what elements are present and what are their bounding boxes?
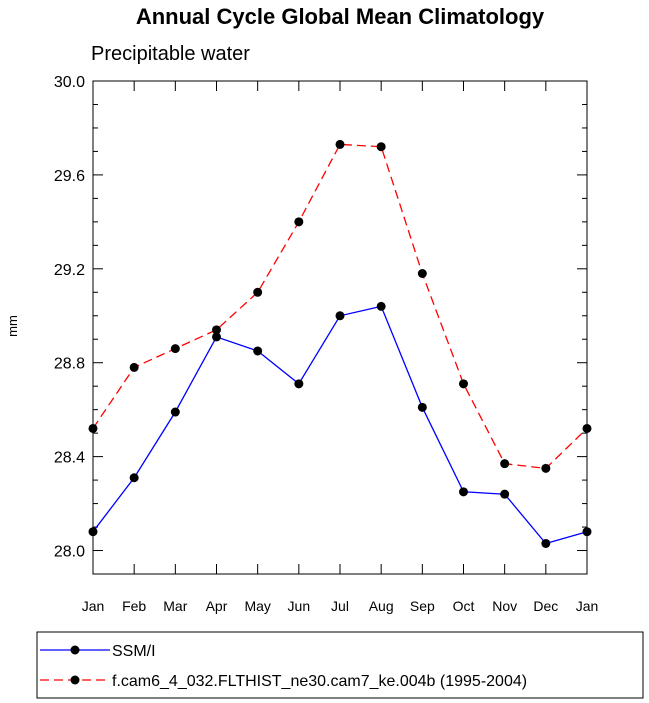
data-point-series-0 [253,346,263,356]
legend-marker-ssmi [70,645,80,655]
data-point-series-0 [541,538,551,548]
data-point-series-1 [170,344,180,354]
series-group [88,139,592,548]
legend-label-model: f.cam6_4_032.FLTHIST_ne30.cam7_ke.004b (… [112,673,527,690]
data-point-series-0 [335,311,345,321]
legend-box [36,631,644,699]
axis-ticks [92,80,588,574]
data-point-series-0 [500,489,510,499]
x-tick-label: Mar [163,598,187,614]
x-tick-label: Jun [288,598,311,614]
x-tick-label: Nov [492,598,517,614]
x-tick-labels: Jan Feb Mar Apr May Jun Jul Aug Sep Oct Nov Dec Jan [82,598,599,614]
y-tick-label: 29.2 [54,262,85,279]
x-tick-label: Apr [206,598,228,614]
legend-marker-model [70,675,80,685]
data-point-series-1 [212,325,221,335]
y-tick-label: 29.6 [54,168,85,185]
data-point-series-0 [582,527,592,537]
x-tick-label: May [244,598,270,614]
data-point-series-1 [129,362,139,372]
y-tick-label: 28.4 [54,450,85,467]
series-line-0 [92,305,588,545]
x-tick-label: Jul [331,598,349,614]
y-tick-label: 28.0 [54,544,85,561]
y-axis-label: mm [5,315,20,337]
data-point-series-0 [88,527,98,537]
chart-subtitle: Precipitable water [91,43,250,65]
data-point-series-1 [500,459,510,469]
data-point-series-1 [335,139,345,149]
data-point-series-0 [459,487,468,497]
data-point-series-0 [294,379,304,389]
y-tick-label: 30.0 [54,74,85,91]
data-point-series-1 [376,142,386,152]
data-point-series-0 [417,402,427,412]
data-point-series-0 [170,407,180,417]
x-tick-label: Oct [453,598,475,614]
data-point-series-1 [417,269,427,279]
x-tick-label: Dec [533,598,558,614]
series-line-1 [92,143,588,470]
data-point-series-1 [294,217,304,227]
data-point-series-1 [88,423,98,433]
x-tick-label: Jan [576,598,599,614]
legend-label-ssmi: SSM/I [112,643,156,660]
data-point-series-1 [459,379,468,389]
x-tick-label: Feb [122,598,146,614]
data-point-series-1 [253,287,263,297]
data-point-series-0 [129,473,139,483]
legend: SSM/I f.cam6_4_032.FLTHIST_ne30.cam7_ke.… [36,631,644,699]
data-point-series-1 [582,423,592,433]
x-tick-label: Jan [82,598,105,614]
x-tick-label: Aug [369,598,394,614]
y-tick-label: 28.8 [54,356,85,373]
x-tick-label: Sep [410,598,435,614]
plot-frame [92,80,588,575]
data-point-series-0 [212,332,221,342]
y-tick-labels: 28.0 28.4 28.8 29.2 29.6 30.0 [54,74,85,561]
data-point-series-1 [541,463,551,473]
chart-title: Annual Cycle Global Mean Climatology [136,4,545,29]
data-point-series-0 [376,301,386,311]
